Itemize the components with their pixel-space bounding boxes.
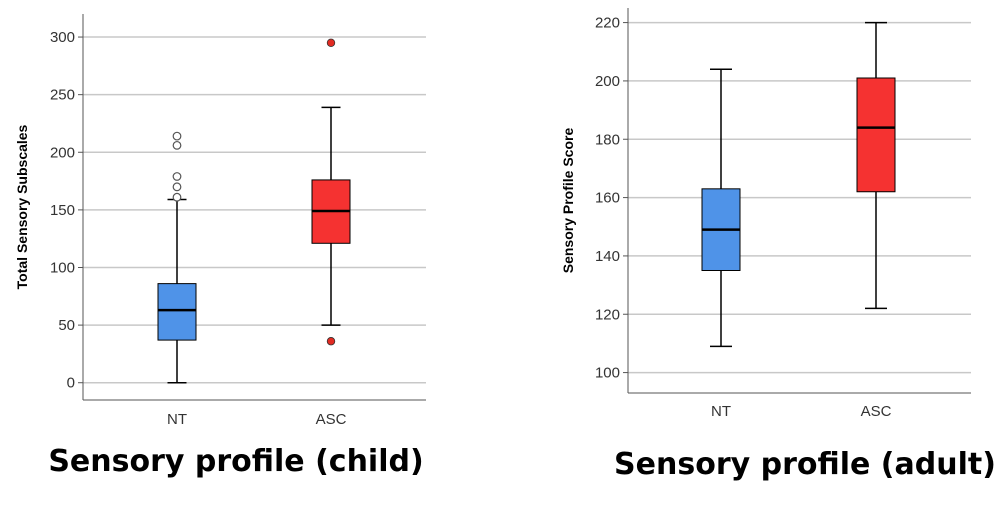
outlier-point	[172, 140, 182, 150]
y-tick-label: 120	[595, 306, 620, 323]
x-tick-label: ASC	[861, 403, 892, 420]
y-tick-label: 50	[58, 317, 75, 334]
gridlines	[83, 36, 426, 384]
box-body	[157, 283, 197, 341]
box-body	[856, 77, 896, 193]
y-tick-label: 200	[50, 144, 75, 161]
y-axis-title: Sensory Profile Score	[560, 128, 576, 274]
y-tick-label: 300	[50, 29, 75, 46]
outlier-point	[172, 182, 182, 192]
y-tick-label: 180	[595, 131, 620, 148]
y-tick-label: 0	[67, 375, 75, 392]
y-tick-label: 150	[50, 202, 75, 219]
child-chart: 0 50 100 150 200 250 300 Total Sensory Subscale…	[14, 14, 426, 479]
y-tick-label: 160	[595, 190, 620, 207]
adult-chart: 100 120 140 160 180 200 220 Sensory Profile Sco…	[560, 8, 996, 482]
box-asc	[856, 21, 896, 310]
box-nt	[157, 131, 197, 384]
y-tick-label: 220	[595, 15, 620, 32]
box-nt	[701, 68, 741, 348]
chart-caption: Sensory profile (adult)	[614, 447, 996, 482]
outlier-point	[172, 131, 182, 141]
y-tick-label: 100	[595, 365, 620, 382]
x-tick-label: ASC	[316, 411, 347, 428]
y-tick-label: 250	[50, 87, 75, 104]
outlier-point	[326, 38, 336, 48]
y-tick-label: 200	[595, 73, 620, 90]
outlier-point	[172, 192, 182, 202]
box-asc	[311, 38, 351, 346]
x-tick-label: NT	[167, 411, 187, 428]
chart-caption: Sensory profile (child)	[48, 444, 423, 479]
y-tick-label: 100	[50, 259, 75, 276]
x-tick-label: NT	[711, 403, 731, 420]
outlier-point	[172, 172, 182, 181]
y-tick-label: 140	[595, 248, 620, 265]
outlier-point	[326, 337, 336, 346]
gridlines	[628, 21, 971, 374]
y-axis-title: Total Sensory Subscales	[14, 124, 30, 289]
